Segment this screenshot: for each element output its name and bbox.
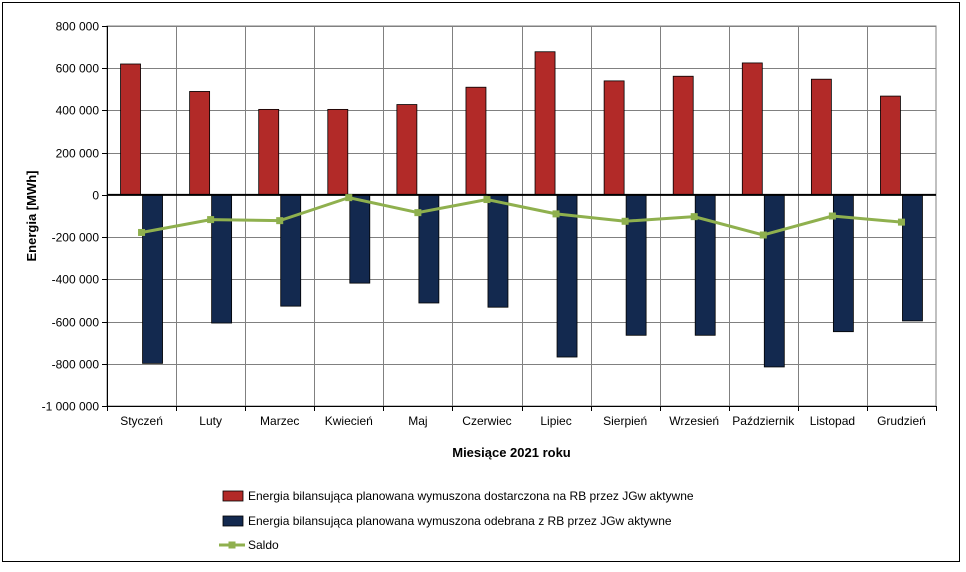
y-tick-label: -800 000 [52,358,100,372]
bar-received [349,194,371,284]
saldo-point [621,217,629,225]
bar-delivered [258,108,280,196]
bar-received [142,194,163,364]
saldo-point [483,196,491,204]
x-tick-label: Sierpień [603,414,647,428]
bar-delivered [880,95,901,196]
bar-delivered [120,63,141,196]
y-tick-label: 400 000 [56,104,100,118]
legend-label-received: Energia bilansująca planowana wymuszona … [248,514,672,528]
x-tick-label: Kwiecień [325,414,373,428]
saldo-point [207,216,215,224]
bar-received [556,194,578,358]
saldo-point [828,212,836,220]
bar-received [694,194,716,336]
x-tick-label: Styczeń [120,414,163,428]
y-tick-label: -400 000 [52,273,100,287]
bar-delivered [189,91,211,196]
x-tick-label: Grudzień [877,414,926,428]
y-axis-title: Energia [MWh] [24,171,39,262]
x-tick-label: Maj [408,414,427,428]
x-axis-title: Miesiące 2021 roku [452,445,571,460]
saldo-point [276,217,284,225]
y-tick-label: 800 000 [56,20,100,34]
x-tick-label: Lipiec [540,414,571,428]
x-tick-label: Luty [199,414,222,428]
y-tick-label: -1 000 000 [42,400,100,414]
saldo-point [552,210,560,218]
x-tick-label: Październik [732,414,795,428]
legend-label-delivered: Energia bilansująca planowana wymuszona … [248,489,694,503]
saldo-point [759,231,767,239]
bar-delivered [810,78,832,196]
bar-received [280,194,302,307]
bar-received [763,194,785,368]
bar-delivered [534,51,556,196]
saldo-line [141,196,902,237]
bar-delivered [396,104,418,196]
legend-swatch-delivered [222,490,244,502]
legend-swatch-saldo-marker [228,541,236,549]
legend-label-saldo: Saldo [248,538,279,552]
saldo-point [897,218,905,226]
y-tick-label: -200 000 [52,231,100,245]
x-tick-label: Listopad [810,414,855,428]
y-tick-label: -600 000 [52,316,100,330]
bar-delivered [603,80,625,196]
bar-received [211,194,233,324]
saldo-point [690,213,698,221]
legend-swatch-received [222,515,244,527]
x-tick-label: Czerwiec [462,414,511,428]
bar-delivered [672,75,694,196]
y-tick-label: 600 000 [56,62,100,76]
bar-delivered [741,62,763,196]
bar-delivered [327,108,349,196]
y-tick-label: 200 000 [56,147,100,161]
x-tick-label: Marzec [260,414,299,428]
bar-received [487,194,509,308]
bar-received [902,194,923,322]
saldo-point [414,209,422,217]
bar-received [625,194,647,336]
x-tick-label: Wrzesień [669,414,719,428]
bar-delivered [465,86,487,196]
saldo-point [138,228,146,236]
y-tick-label: 0 [92,189,99,203]
saldo-point [345,194,353,202]
